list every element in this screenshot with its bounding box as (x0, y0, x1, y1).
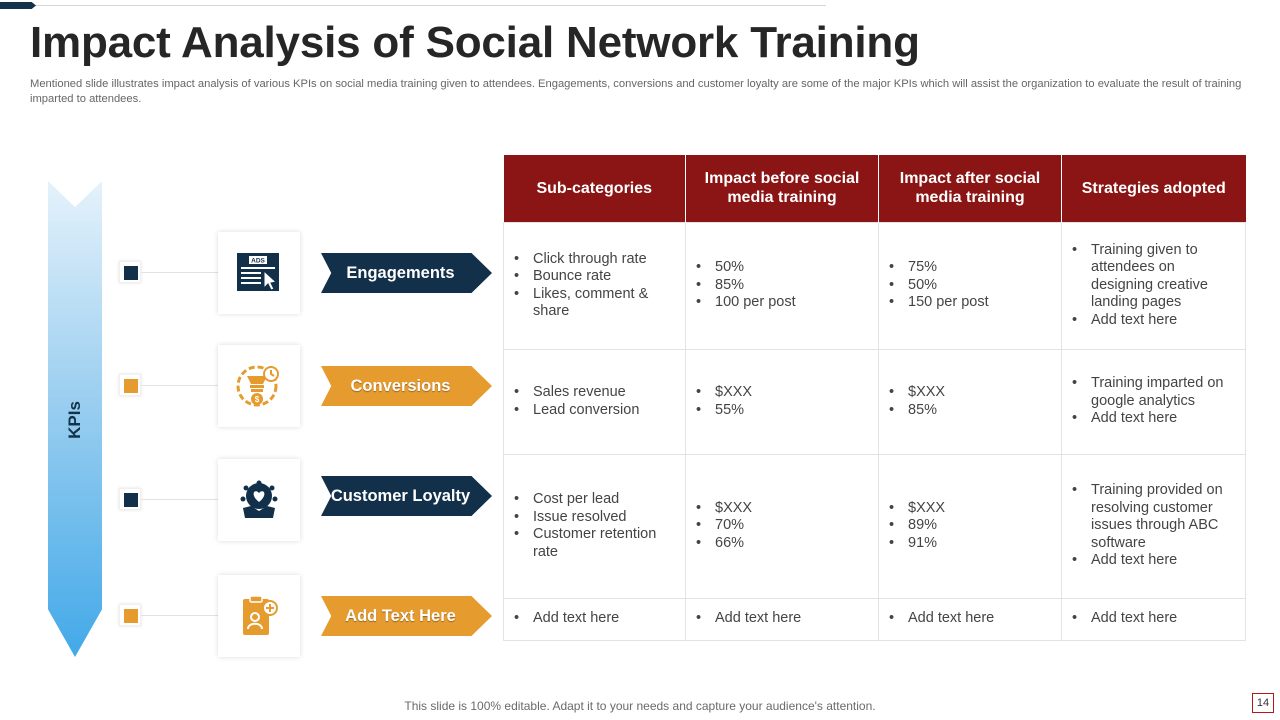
table-cell: Click through rate Bounce rate Likes, co… (503, 221, 686, 350)
list-item: 50% (889, 277, 1053, 295)
table-cell: $XXX 89% 91% (878, 453, 1062, 599)
list-item: 85% (696, 277, 870, 295)
list-item: Cost per lead (514, 491, 677, 509)
connector-line (141, 615, 218, 616)
kpi-icon-box (218, 459, 300, 541)
list-item: 85% (889, 402, 1053, 420)
footer-note: This slide is 100% editable. Adapt it to… (404, 699, 876, 713)
kpi-tag-add-text: Add Text Here (321, 596, 492, 636)
list-item: $XXX (889, 384, 1053, 402)
kpi-tag-customer-loyalty: Customer Loyalty (321, 476, 492, 516)
table-cell: $XXX 70% 66% (685, 453, 879, 599)
table-cell: Training given to attendees on designing… (1061, 221, 1246, 350)
kpi-tag-conversions: Conversions (321, 366, 492, 406)
slide-subtitle: Mentioned slide illustrates impact analy… (30, 78, 1242, 105)
list-item: $XXX (889, 500, 1053, 518)
kpi-icon-box: ADS (218, 232, 300, 314)
list-item: $XXX (696, 384, 870, 402)
list-item: 66% (696, 535, 870, 553)
kpi-icon-box (218, 575, 300, 657)
table-cell: Add text here (878, 597, 1062, 641)
kpi-axis-label: KPIs (65, 401, 84, 439)
dollar-bulb-icon: $ (236, 365, 279, 407)
clipboard-user-icon (243, 595, 278, 635)
list-item: Training imparted on google analytics (1072, 375, 1237, 410)
list-item: Training provided on resolving customer … (1072, 482, 1237, 552)
table-cell: Add text here (1061, 597, 1246, 641)
kpi-marker (119, 261, 141, 283)
top-rule (0, 5, 826, 6)
list-item: Add text here (514, 610, 677, 628)
header-impact-after: Impact after social media training (878, 155, 1062, 222)
kpi-marker (119, 604, 141, 626)
connector-line (141, 499, 218, 500)
list-item: Add text here (696, 610, 870, 628)
list-item: 91% (889, 535, 1053, 553)
table-row: Click through rate Bounce rate Likes, co… (503, 221, 1246, 350)
table-cell: Cost per lead Issue resolved Customer re… (503, 453, 686, 599)
header-sub-categories: Sub-categories (503, 155, 686, 222)
list-item: Click through rate (514, 251, 677, 269)
table-row: Sales revenue Lead conversion $XXX 55% $… (503, 348, 1246, 455)
list-item: Add text here (1072, 552, 1237, 570)
table-cell: 50% 85% 100 per post (685, 221, 879, 350)
kpi-marker (119, 374, 141, 396)
connector-line (141, 385, 218, 386)
svg-text:ADS: ADS (251, 258, 265, 265)
ads-click-icon: ADS (237, 253, 279, 291)
list-item: Add text here (1072, 410, 1237, 428)
svg-text:$: $ (255, 395, 260, 404)
list-item: Bounce rate (514, 268, 677, 286)
list-item: Add text here (1072, 610, 1237, 628)
list-item: Sales revenue (514, 384, 677, 402)
table-row: Add text here Add text here Add text her… (503, 597, 1246, 641)
impact-table: Sub-categories Impact before social medi… (503, 155, 1246, 641)
page-number: 14 (1252, 693, 1274, 713)
list-item: Add text here (889, 610, 1053, 628)
list-item: 150 per post (889, 294, 1053, 312)
connector-line (141, 272, 218, 273)
list-item: Add text here (1072, 312, 1237, 330)
kpi-marker (119, 488, 141, 510)
table-cell: Training imparted on google analytics Ad… (1061, 348, 1246, 455)
list-item: 70% (696, 517, 870, 535)
kpi-arrow (48, 181, 102, 657)
list-item: Likes, comment & share (514, 286, 677, 321)
kpi-tag-engagements: Engagements (321, 253, 492, 293)
table-cell: Add text here (685, 597, 879, 641)
header-strategies: Strategies adopted (1061, 155, 1246, 222)
table-cell: Training provided on resolving customer … (1061, 453, 1246, 599)
list-item: 89% (889, 517, 1053, 535)
list-item: $XXX (696, 500, 870, 518)
list-item: Training given to attendees on designing… (1072, 242, 1237, 312)
table-row: Cost per lead Issue resolved Customer re… (503, 453, 1246, 599)
table-cell: 75% 50% 150 per post (878, 221, 1062, 350)
list-item: 75% (889, 259, 1053, 277)
top-accent-chip (0, 2, 36, 9)
header-impact-before: Impact before social media training (685, 155, 879, 222)
list-item: 100 per post (696, 294, 870, 312)
table-header-row: Sub-categories Impact before social medi… (503, 155, 1246, 222)
table-cell: $XXX 85% (878, 348, 1062, 455)
table-cell: Sales revenue Lead conversion (503, 348, 686, 455)
list-item: Lead conversion (514, 402, 677, 420)
kpi-icon-box: $ (218, 345, 300, 427)
list-item: 50% (696, 259, 870, 277)
list-item: Customer retention rate (514, 526, 677, 561)
list-item: Issue resolved (514, 509, 677, 527)
table-cell: Add text here (503, 597, 686, 641)
heart-hand-icon (240, 480, 278, 518)
table-cell: $XXX 55% (685, 348, 879, 455)
list-item: 55% (696, 402, 870, 420)
slide-title: Impact Analysis of Social Network Traini… (30, 18, 920, 67)
